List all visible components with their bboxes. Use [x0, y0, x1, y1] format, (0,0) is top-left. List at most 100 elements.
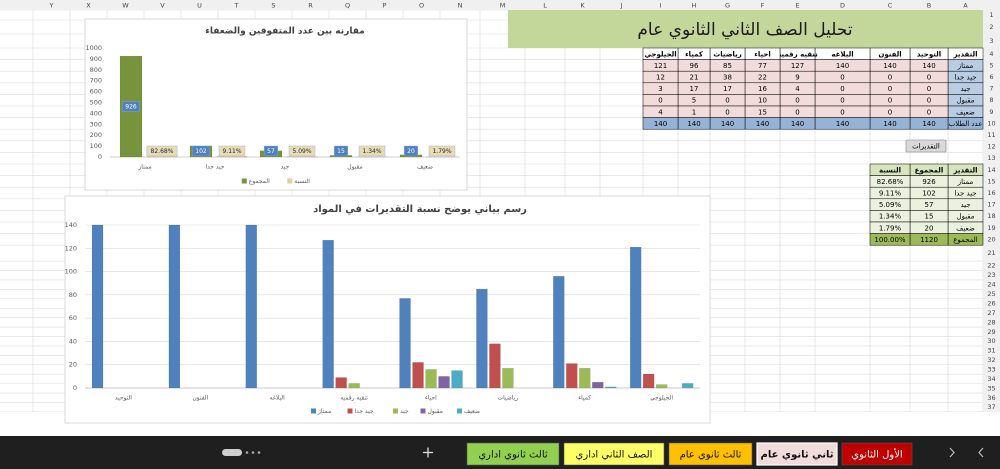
scroll-right[interactable] — [949, 447, 955, 458]
bar — [399, 298, 411, 389]
y-tick-label: 0 — [98, 153, 102, 161]
legend-label: ضعيف — [464, 408, 480, 415]
row-number: 14 — [987, 166, 995, 174]
row-number: 6 — [989, 73, 993, 81]
data-label: 102 — [195, 148, 207, 155]
sheet-tab-label[interactable]: الأول الثانوي — [851, 448, 902, 461]
table-cell: 0 — [840, 97, 844, 105]
table-header: احياء — [754, 50, 771, 58]
sheet-tab[interactable] — [563, 442, 665, 466]
table-cell: 0 — [888, 85, 892, 93]
data-label-box — [358, 145, 386, 157]
table-cell: 0 — [725, 97, 729, 105]
row-number: 21 — [987, 249, 995, 257]
sheet-tab[interactable] — [466, 442, 560, 466]
table-cell: 1120 — [920, 236, 938, 244]
data-label-box — [288, 145, 316, 157]
table-cell: 12 — [656, 74, 665, 82]
scroll-left[interactable] — [978, 447, 984, 458]
row-label: جيد — [960, 85, 970, 93]
grades-button-label[interactable]: التقديرات — [912, 143, 940, 151]
legend-swatch — [347, 408, 353, 414]
column-letter: V — [160, 2, 165, 10]
y-tick-label: 40 — [69, 337, 77, 345]
x-tick-label: كمياء — [578, 395, 591, 402]
column-letter: X — [86, 2, 91, 10]
table-header: الجيلوجي — [644, 50, 676, 58]
table-cell: 3 — [658, 85, 662, 93]
x-tick-label: التوحيد — [115, 395, 132, 402]
table-cell: 17 — [690, 85, 699, 93]
legend-swatch — [393, 408, 398, 414]
column-letter: K — [580, 2, 585, 10]
bar — [322, 239, 334, 389]
row-number: 4 — [989, 50, 993, 58]
y-tick-label: 700 — [90, 77, 102, 85]
table-cell: 140 — [922, 62, 935, 70]
data-label-box — [428, 145, 456, 157]
table-cell: 140 — [721, 120, 734, 128]
y-tick-label: 400 — [90, 109, 102, 117]
y-tick-label: 800 — [90, 66, 102, 74]
data-label-box — [264, 145, 278, 157]
row-label: مقبول — [956, 213, 974, 221]
column-letter: S — [271, 2, 275, 10]
bar — [489, 343, 501, 389]
table-cell: 10 — [758, 97, 767, 105]
row-number: 10 — [987, 119, 995, 127]
grades-button[interactable] — [905, 139, 947, 153]
sheet-tab[interactable] — [668, 442, 753, 466]
table-cell: 140 — [922, 120, 935, 128]
table-header: تنقيه رقميه — [777, 50, 818, 58]
row-number: 29 — [987, 328, 995, 336]
table-cell: 140 — [836, 62, 849, 70]
x-tick-label: الجيلوجي — [650, 395, 673, 402]
chart-frame — [64, 195, 711, 424]
y-tick-label: 300 — [90, 120, 102, 128]
legend-label: ممتاز — [317, 408, 331, 415]
column-letter: R — [308, 2, 313, 10]
x-tick-label: تنقيه رقميه — [340, 395, 368, 402]
table-cell: 15 — [925, 213, 934, 221]
sheet-tab[interactable] — [841, 442, 913, 466]
table-cell: 0 — [840, 85, 844, 93]
table-cell: 127 — [791, 62, 804, 70]
table-cell: 0 — [927, 108, 931, 116]
data-label-box — [191, 145, 210, 157]
row-number: 2 — [989, 23, 993, 31]
sheet-tab-label[interactable]: ثالث ثانوي اداري — [478, 450, 548, 461]
row-number: 32 — [987, 356, 995, 364]
sheet-tab-label[interactable]: الصف الثاني اداري — [576, 450, 653, 461]
table-cell: 20 — [925, 224, 934, 232]
tab-scroll-handle[interactable] — [222, 449, 242, 456]
row-label: ضعيف — [956, 224, 975, 232]
row-header-band — [983, 10, 1000, 412]
column-letter: C — [888, 2, 893, 10]
table-cell: 4 — [795, 85, 800, 93]
y-tick-label: 20 — [69, 361, 77, 369]
x-tick-label: رياضيات — [497, 395, 518, 402]
table-cell: 15 — [758, 108, 767, 116]
column-letter: N — [458, 2, 463, 10]
column-letter: H — [692, 2, 697, 10]
sheet-tab[interactable] — [756, 442, 838, 466]
bar — [476, 288, 488, 389]
row-number: 15 — [987, 177, 995, 185]
bar — [412, 362, 424, 389]
row-number: 33 — [987, 365, 995, 373]
legend-label: النسبة — [294, 178, 310, 185]
row-number: 31 — [987, 347, 995, 355]
row-number: 34 — [987, 375, 995, 383]
table-cell: 0 — [658, 97, 662, 105]
sheet-tab-label[interactable]: ثاني ثانوي عام — [761, 450, 834, 461]
bar — [168, 224, 181, 389]
row-number: 30 — [987, 337, 995, 345]
cell — [642, 117, 679, 130]
table-cell: 38 — [723, 74, 732, 82]
row-number: 24 — [987, 281, 995, 289]
bar — [502, 368, 514, 389]
sheet-tab-label[interactable]: ثالث ثانوي عام — [680, 450, 742, 461]
table-cell: 140 — [883, 120, 896, 128]
y-tick-label: 60 — [69, 314, 77, 322]
